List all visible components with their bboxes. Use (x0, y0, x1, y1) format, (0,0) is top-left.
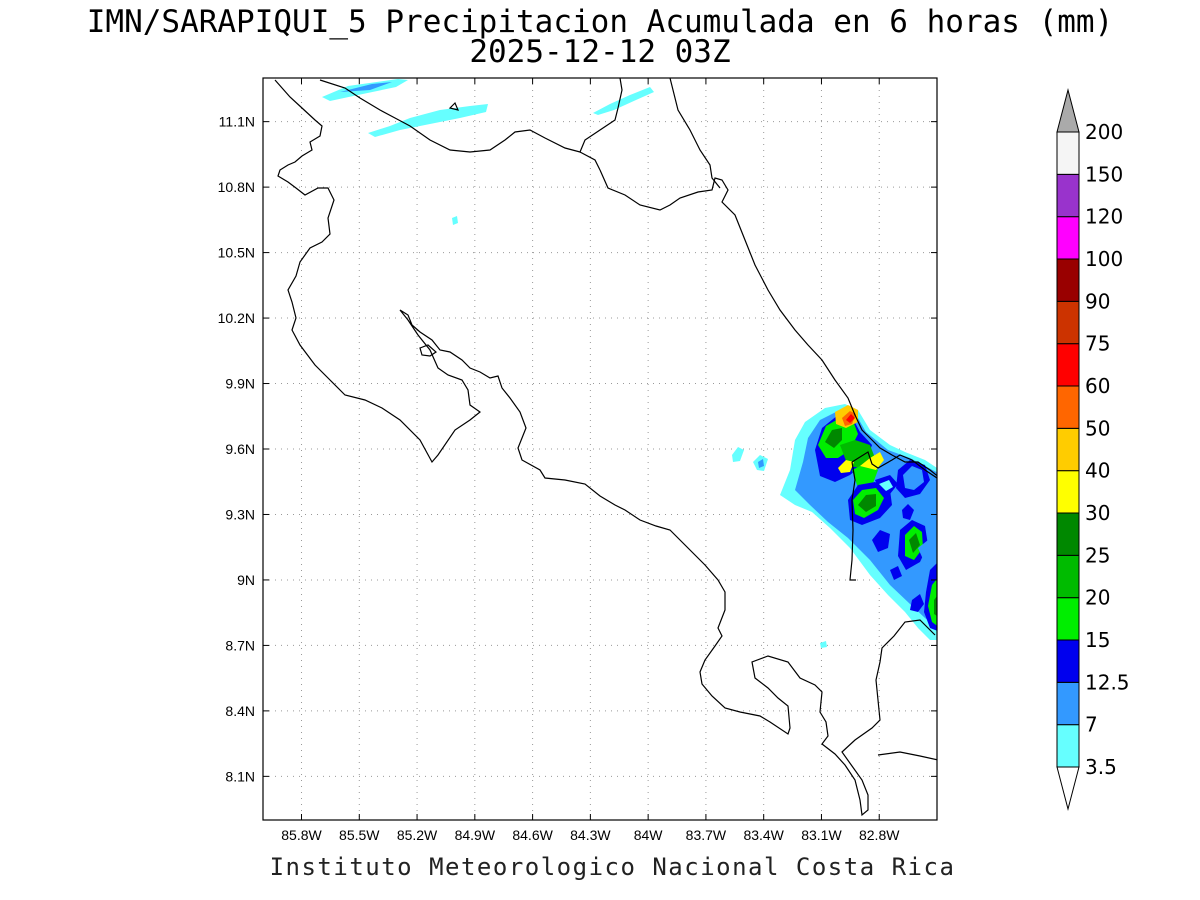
colorbar-label: 150 (1085, 162, 1123, 186)
colorbar-segment (1056, 343, 1080, 387)
colorbar-segment (1056, 258, 1080, 302)
colorbar-label: 30 (1085, 501, 1110, 525)
lat-tick-label: 9.9N (225, 376, 255, 392)
colorbar-segment (1056, 597, 1080, 641)
colorbar-label: 20 (1085, 586, 1110, 610)
lat-tick-label: 9.3N (225, 506, 255, 522)
lon-tick-label: 84.9W (455, 827, 496, 843)
colorbar-lower-arrow (1056, 766, 1080, 811)
colorbar-label: 50 (1085, 416, 1110, 440)
lat-tick-label: 10.8N (218, 179, 255, 195)
colorbar-upper-arrow (1056, 88, 1080, 133)
coastline (274, 78, 937, 817)
lon-tick-label: 83.7W (686, 827, 727, 843)
colorbar-label: 25 (1085, 543, 1110, 567)
lon-tick-label: 85.8W (281, 827, 322, 843)
colorbar-label: 3.5 (1085, 755, 1117, 779)
colorbar-label: 40 (1085, 459, 1110, 483)
lat-tick-label: 8.7N (225, 637, 255, 653)
colorbar-segment (1056, 427, 1080, 472)
colorbar-label: 60 (1085, 374, 1110, 398)
lat-tick-label: 9.6N (225, 441, 255, 457)
lat-tick-label: 9N (237, 572, 255, 588)
lat-tick-label: 11.1N (219, 114, 255, 130)
colorbar-segment (1056, 131, 1080, 175)
lon-tick-label: 84.6W (512, 827, 553, 843)
lat-tick-label: 10.5N (218, 245, 255, 261)
map-title: IMN/SARAPIQUI_5 Precipitacion Acumulada … (86, 4, 1114, 40)
colorbar-label: 75 (1085, 332, 1110, 356)
credit-text: Instituto Meteorologico Nacional Costa R… (269, 853, 956, 881)
colorbar-label: 12.5 (1085, 670, 1130, 694)
longitude-axis: 85.8W 85.5W 85.2W 84.9W 84.6W 84.3W 84W 83.7W 83… (281, 78, 900, 843)
lon-tick-label: 83.1W (801, 827, 842, 843)
lon-tick-label: 84.3W (570, 827, 611, 843)
colorbar-segment (1056, 173, 1080, 218)
latitude-axis: 11.1N 10.8N 10.5N 10.2N 9.9N 9.6N 9.3N 9N 8.7N 8.… (218, 114, 937, 784)
lat-tick-label: 10.2N (218, 310, 255, 326)
colorbar-segment (1056, 216, 1080, 260)
colorbar-segment (1056, 724, 1080, 768)
colorbar-segment (1056, 639, 1080, 683)
colorbar-label: 200 (1085, 120, 1123, 144)
colorbar: 3.5 7 12.5 15 20 25 30 40 50 60 75 90 100 120 150 200 (1056, 88, 1130, 811)
colorbar-label: 7 (1085, 713, 1098, 737)
lat-tick-label: 8.1N (225, 768, 255, 784)
colorbar-segment (1056, 512, 1080, 556)
colorbar-label: 100 (1085, 247, 1123, 271)
lat-tick-label: 8.4N (225, 703, 255, 719)
colorbar-segment (1056, 300, 1080, 345)
colorbar-label: 90 (1085, 289, 1110, 313)
map-valid-time: 2025-12-12 03Z (469, 34, 731, 70)
colorbar-segment (1056, 554, 1080, 599)
precipitation-field (322, 79, 937, 648)
colorbar-label: 120 (1085, 205, 1123, 229)
colorbar-segment (1056, 681, 1080, 726)
lon-tick-label: 84W (634, 827, 664, 843)
colorbar-label: 15 (1085, 628, 1110, 652)
colorbar-segment (1056, 385, 1080, 429)
lon-tick-label: 85.5W (339, 827, 380, 843)
lon-tick-label: 85.2W (397, 827, 438, 843)
colorbar-segment (1056, 470, 1080, 514)
lon-tick-label: 83.4W (743, 827, 784, 843)
lon-tick-label: 82.8W (859, 827, 900, 843)
